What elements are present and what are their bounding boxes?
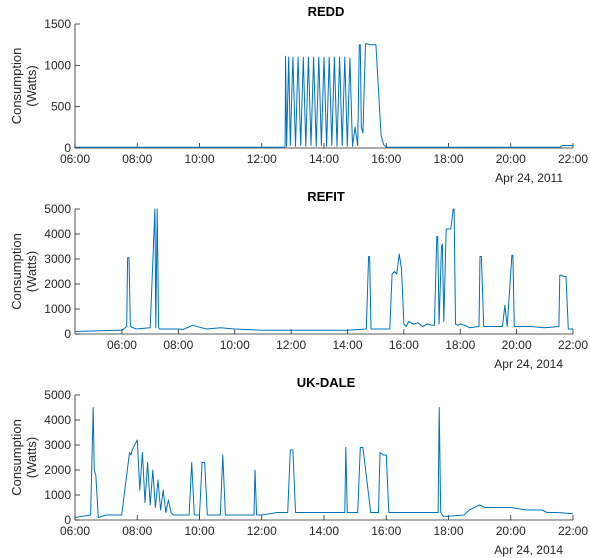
chart-title: UK-DALE xyxy=(297,375,356,390)
x-tick-label: 12:00 xyxy=(276,338,306,352)
x-tick-label: 12:00 xyxy=(247,152,277,166)
y-tick-label: 1000 xyxy=(44,58,71,72)
chart-panel-2: UK-DALE Consumption(Watts) 0 1000 2000 3000 40… xyxy=(9,375,588,557)
y-axis-label-line: (Watts) xyxy=(24,65,39,106)
x-tick-label: 16:00 xyxy=(389,338,419,352)
chart-title: REFIT xyxy=(307,189,345,204)
x-tick-label: 08:00 xyxy=(122,524,152,538)
x-tick-label: 16:00 xyxy=(371,524,401,538)
y-tick-label: 2000 xyxy=(44,463,71,477)
axis-lines xyxy=(74,24,573,149)
y-tick-label: 0 xyxy=(64,141,71,155)
date-label: Apr 24, 2014 xyxy=(494,357,563,371)
x-tick-label: 18:00 xyxy=(445,338,475,352)
y-tick-label: 1500 xyxy=(44,17,71,31)
y-tick-label: 0 xyxy=(64,513,71,527)
y-tick-label: 3000 xyxy=(44,438,71,452)
x-tick-label: 10:00 xyxy=(220,338,250,352)
series-line xyxy=(74,407,574,518)
x-tick-label: 14:00 xyxy=(309,152,339,166)
x-tick-label: 06:00 xyxy=(60,152,90,166)
x-tick-label: 20:00 xyxy=(502,338,532,352)
y-axis-label: Consumption(Watts) xyxy=(9,48,39,125)
y-tick-label: 1000 xyxy=(44,302,71,316)
x-tick-label: 10:00 xyxy=(184,152,214,166)
y-axis-label-line: (Watts) xyxy=(24,437,39,478)
y-axis-label-line: Consumption xyxy=(9,233,24,310)
x-tick-label: 06:00 xyxy=(60,524,90,538)
x-tick-label: 16:00 xyxy=(371,152,401,166)
y-tick-label: 5000 xyxy=(44,388,71,402)
x-tick-label: 08:00 xyxy=(163,338,193,352)
x-tick-label: 10:00 xyxy=(184,524,214,538)
series-line xyxy=(74,208,573,332)
x-tick-label: 08:00 xyxy=(122,152,152,166)
x-tick-label: 18:00 xyxy=(433,524,463,538)
y-tick-label: 3000 xyxy=(44,252,71,266)
axis-lines xyxy=(74,209,573,335)
y-axis-label: Consumption(Watts) xyxy=(9,233,39,310)
x-tick-label: 12:00 xyxy=(247,524,277,538)
chart-title: REDD xyxy=(308,4,345,19)
x-tick-label: 18:00 xyxy=(433,152,463,166)
x-tick-label: 14:00 xyxy=(332,338,362,352)
chart-panel-1: REFIT Consumption(Watts) 0 1000 2000 3000 4000… xyxy=(9,189,588,371)
x-tick-label: 20:00 xyxy=(496,152,526,166)
y-axis-label-line: Consumption xyxy=(9,419,24,496)
y-tick-label: 4000 xyxy=(44,227,71,241)
x-tick-label: 14:00 xyxy=(309,524,339,538)
date-label: Apr 24, 2014 xyxy=(494,543,563,557)
y-tick-label: 0 xyxy=(64,327,71,341)
y-tick-label: 500 xyxy=(51,100,71,114)
y-tick-label: 4000 xyxy=(44,413,71,427)
date-label: Apr 24, 2011 xyxy=(495,171,563,185)
chart-panel-0: REDD Consumption(Watts) 0 500 1000 1500 06:00 0… xyxy=(9,4,588,185)
y-axis-label-line: (Watts) xyxy=(24,251,39,292)
y-axis-label: Consumption(Watts) xyxy=(9,419,39,496)
y-tick-label: 5000 xyxy=(44,202,71,216)
y-axis-label-line: Consumption xyxy=(9,48,24,125)
x-tick-label: 20:00 xyxy=(496,524,526,538)
x-tick-label: 06:00 xyxy=(107,338,137,352)
x-tick-label: 22:00 xyxy=(558,338,588,352)
x-tick-label: 22:00 xyxy=(558,524,588,538)
y-tick-label: 2000 xyxy=(44,277,71,291)
y-tick-label: 1000 xyxy=(44,488,71,502)
series-line xyxy=(75,43,573,148)
x-tick-label: 22:00 xyxy=(558,152,588,166)
